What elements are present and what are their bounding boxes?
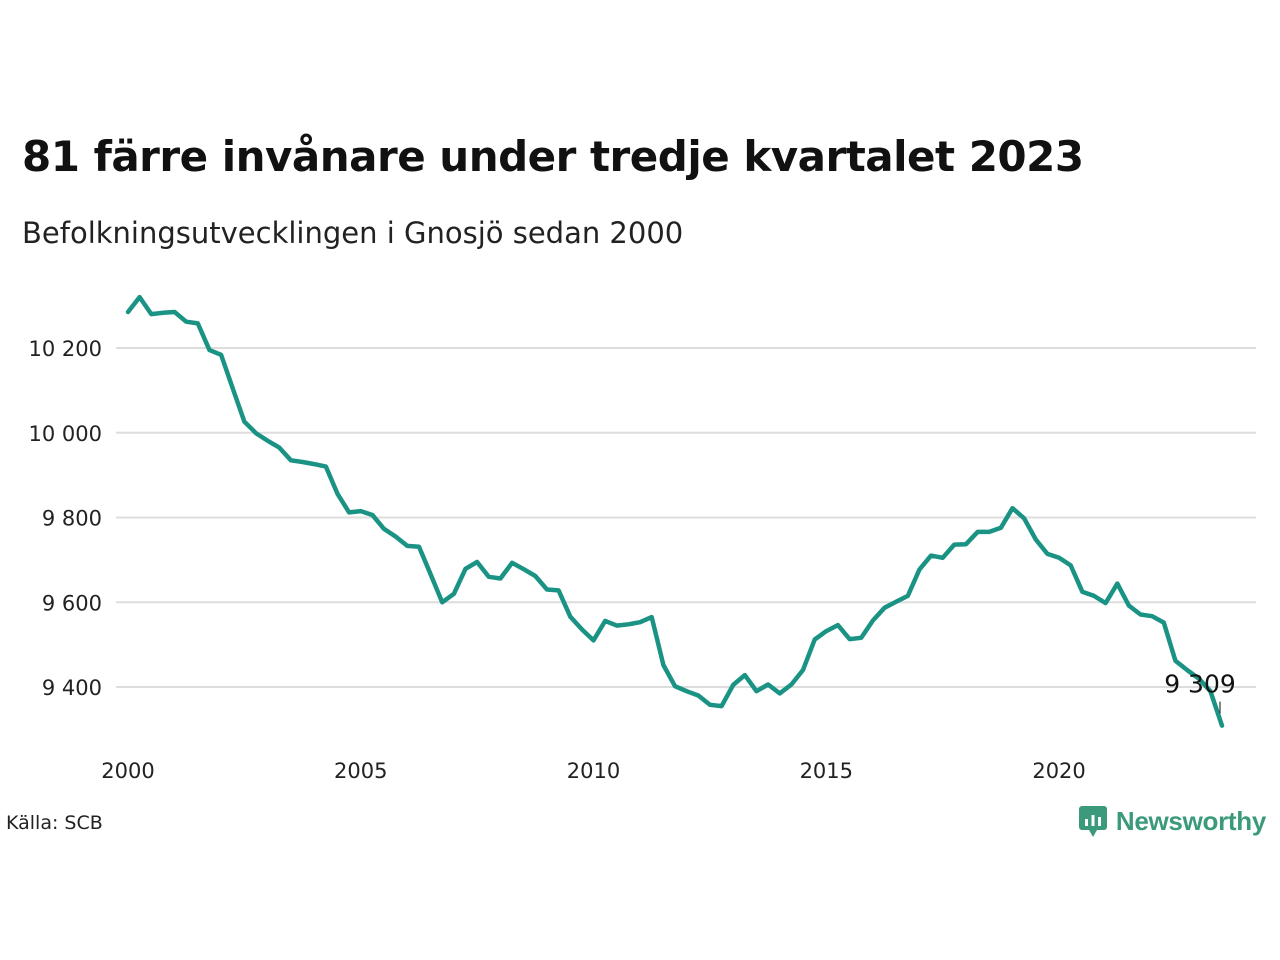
y-axis-ticks: 9 400 9 600 9 800 10 000 10 200: [29, 337, 102, 700]
chart-title: 81 färre invånare under tredje kvartalet…: [22, 132, 1084, 181]
y-tick-label: 9 800: [42, 507, 102, 531]
brand-name: Newsworthy: [1115, 805, 1266, 836]
series-layer: [125, 294, 1225, 728]
source-note: Källa: SCB: [6, 812, 103, 834]
y-tick-label: 9 400: [42, 676, 102, 700]
x-tick-label: 2020: [1032, 759, 1085, 783]
brand-logo[interactable]: Newsworthy: [1078, 804, 1266, 838]
x-tick-label: 2015: [800, 759, 853, 783]
y-tick-label: 10 200: [29, 337, 102, 361]
chart-subtitle: Befolkningsutvecklingen i Gnosjö sedan 2…: [22, 216, 684, 250]
x-tick-label: 2005: [334, 759, 387, 783]
newsworthy-logo-icon: [1078, 806, 1107, 837]
gridlines: [116, 347, 1256, 688]
y-tick-label: 10 000: [29, 422, 102, 446]
end-value-label: 9 309: [1164, 670, 1236, 699]
x-tick-label: 2000: [101, 759, 154, 783]
annotation-layer: 9 309: [1164, 670, 1236, 714]
y-tick-label: 9 600: [42, 591, 102, 615]
series-line: [125, 294, 1225, 728]
x-axis-ticks: 2000 2005 2010 2015 2020: [101, 759, 1086, 783]
x-tick-label: 2010: [567, 759, 620, 783]
